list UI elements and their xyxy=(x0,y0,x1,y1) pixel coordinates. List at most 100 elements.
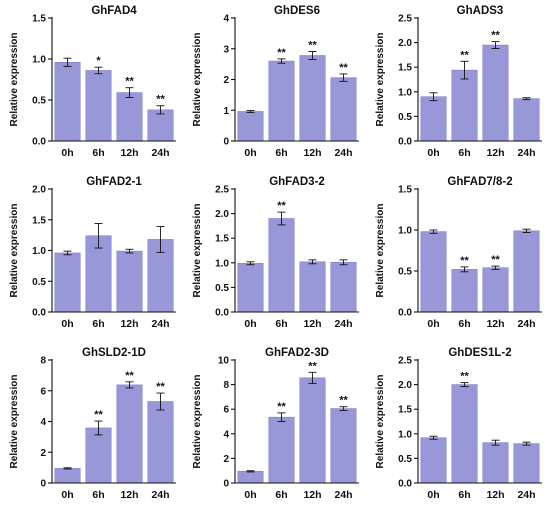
x-tick-label: 0h xyxy=(244,147,256,159)
bar-12h xyxy=(482,267,509,313)
y-tick-label: 4 xyxy=(223,14,229,25)
error-bar-6h xyxy=(460,266,469,273)
bar-0h xyxy=(237,262,264,313)
significance-label: ** xyxy=(491,254,500,266)
y-tick-label: 2.0 xyxy=(398,38,412,49)
y-tick-label: 0.0 xyxy=(32,308,46,319)
y-tick-label: 2.0 xyxy=(32,185,46,196)
error-bar-0h xyxy=(429,229,438,234)
error-bar-12h xyxy=(125,87,134,98)
x-tick-label: 24h xyxy=(151,147,169,159)
y-axis-label: Relative expression xyxy=(192,375,203,469)
y-tick-label: 4 xyxy=(40,417,46,428)
chart-title: GhSLD2-1D xyxy=(82,347,146,359)
significance-label: ** xyxy=(460,49,469,61)
y-tick-label: 2.0 xyxy=(215,209,229,220)
x-tick-label: 6h xyxy=(458,318,470,330)
y-tick-label: 0.0 xyxy=(398,308,412,319)
y-tick-label: 1.0 xyxy=(398,429,412,440)
y-tick-label: 8 xyxy=(40,356,46,367)
significance-label: ** xyxy=(277,47,286,59)
bar-12h xyxy=(116,384,143,484)
significance-label: ** xyxy=(277,401,286,413)
x-tick-label: 6h xyxy=(275,489,287,501)
y-tick-label: 6 xyxy=(223,405,229,416)
x-tick-label: 12h xyxy=(486,318,504,330)
x-tick-label: 12h xyxy=(303,147,321,159)
significance-label: ** xyxy=(491,30,500,42)
y-axis-label: Relative expression xyxy=(9,375,20,469)
error-bar-6h xyxy=(460,382,469,388)
y-tick-label: 0.0 xyxy=(398,479,412,490)
x-tick-label: 6h xyxy=(458,489,470,501)
x-tick-label: 6h xyxy=(275,147,287,159)
y-axis-label: Relative expression xyxy=(9,204,20,298)
y-tick-label: 2.5 xyxy=(398,356,412,367)
bar-12h xyxy=(299,377,326,484)
y-tick-label: 0 xyxy=(223,137,229,148)
axes xyxy=(417,359,542,484)
y-tick-label: 0.0 xyxy=(32,137,46,148)
x-tick-label: 24h xyxy=(151,318,169,330)
x-tick-label: 12h xyxy=(120,147,138,159)
bar-6h xyxy=(451,69,478,142)
chart-title: GhFAD7/8-2 xyxy=(447,176,512,188)
bar-0h xyxy=(54,468,81,484)
bar-0h xyxy=(420,96,447,142)
error-bar-12h xyxy=(308,51,317,60)
error-bar-24h xyxy=(339,259,348,266)
error-bar-0h xyxy=(63,467,72,470)
bar-6h xyxy=(268,60,295,142)
bar-24h xyxy=(330,262,357,313)
error-bar-24h xyxy=(522,97,531,101)
error-bar-24h xyxy=(156,105,165,115)
y-tick-label: 1.5 xyxy=(398,405,412,416)
error-bar-24h xyxy=(339,73,348,82)
bar-6h xyxy=(451,269,478,313)
y-tick-label: 0.5 xyxy=(398,454,412,465)
y-tick-label: 0.5 xyxy=(32,277,46,288)
y-tick-label: 0.0 xyxy=(215,308,229,319)
chart-title: GhDES1L-2 xyxy=(448,347,511,359)
chart-title: GhDES6 xyxy=(274,5,320,17)
significance-label: ** xyxy=(308,360,317,372)
y-tick-label: 2.5 xyxy=(215,185,229,196)
error-bar-6h xyxy=(277,412,286,422)
x-tick-label: 24h xyxy=(334,318,352,330)
bar-24h xyxy=(513,230,540,313)
y-tick-label: 0.5 xyxy=(398,112,412,123)
bar-0h xyxy=(237,471,264,484)
y-tick-label: 0.5 xyxy=(32,96,46,107)
x-tick-label: 0h xyxy=(61,489,73,501)
x-tick-label: 24h xyxy=(517,147,535,159)
bar-24h xyxy=(147,109,174,142)
y-tick-label: 2 xyxy=(223,75,229,86)
bar-0h xyxy=(54,61,81,142)
y-tick-label: 3 xyxy=(223,44,229,55)
y-tick-label: 2.5 xyxy=(398,14,412,25)
x-tick-label: 24h xyxy=(334,147,352,159)
x-tick-label: 24h xyxy=(151,489,169,501)
bar-0h xyxy=(54,252,81,313)
x-tick-label: 12h xyxy=(486,489,504,501)
y-tick-label: 1 xyxy=(223,106,229,117)
x-tick-label: 0h xyxy=(61,147,73,159)
x-tick-label: 6h xyxy=(92,489,104,501)
error-bar-12h xyxy=(491,439,500,446)
bar-12h xyxy=(482,442,509,484)
y-tick-label: 6 xyxy=(40,386,46,397)
error-bar-12h xyxy=(308,371,317,384)
x-tick-label: 0h xyxy=(427,318,439,330)
y-axis-label: Relative expression xyxy=(375,204,386,298)
chart-panel-7: GhSLD2-1D Relative expression 0h ** 6h ** 12h *… xyxy=(9,347,176,501)
chart-title: GhFAD3-2 xyxy=(269,176,325,188)
bar-6h xyxy=(85,70,112,142)
bar-24h xyxy=(147,401,174,484)
axes xyxy=(417,188,542,313)
significance-label: ** xyxy=(156,94,165,106)
bar-24h xyxy=(513,443,540,484)
chart-title: GhFAD2-3D xyxy=(265,347,329,359)
y-tick-label: 0.5 xyxy=(215,283,229,294)
y-tick-label: 0 xyxy=(40,479,46,490)
y-tick-label: 4 xyxy=(223,429,229,440)
